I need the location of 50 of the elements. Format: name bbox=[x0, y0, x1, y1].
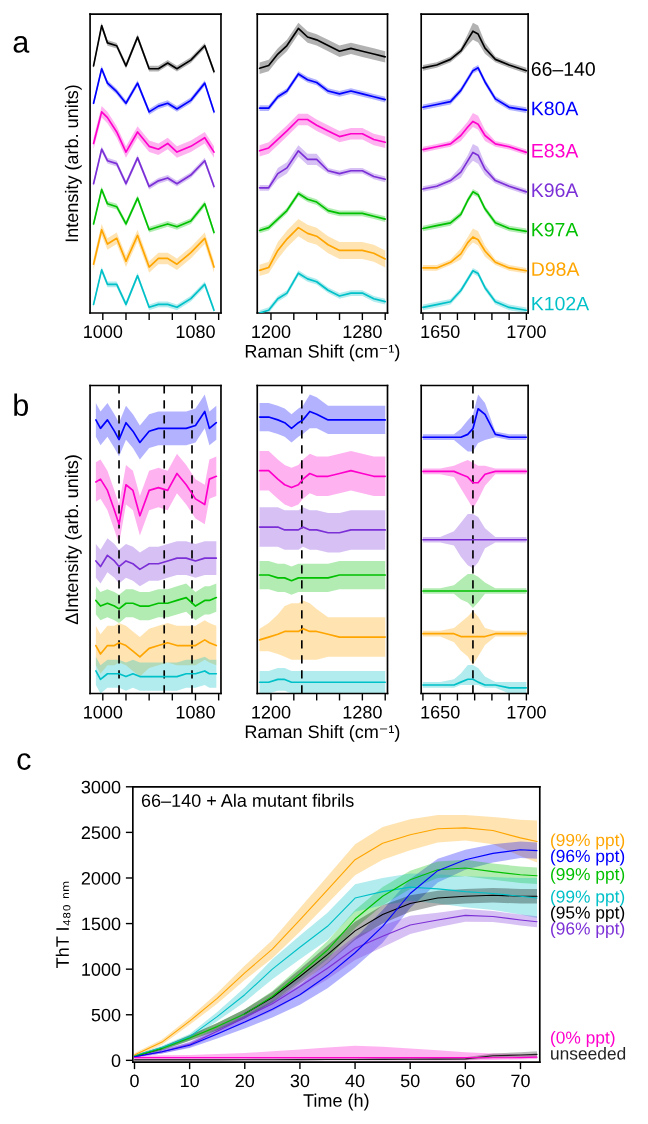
x-tick-label: 30 bbox=[290, 1074, 310, 1088]
x-axis-title: Raman Shift (cm⁻¹) bbox=[245, 724, 400, 742]
series-label: (99% ppt) bbox=[551, 833, 625, 850]
series-label: (96% ppt) bbox=[551, 849, 625, 866]
x-tick-label: 1700 bbox=[507, 705, 546, 719]
text: c bbox=[17, 753, 31, 770]
series-label: (99% ppt) bbox=[551, 867, 625, 884]
series-label: unseeded bbox=[551, 1046, 626, 1060]
x-tick-label: 1650 bbox=[421, 325, 460, 339]
x-tick-label: 1200 bbox=[252, 705, 291, 719]
y-tick-label: 2500 bbox=[81, 826, 121, 840]
series-label: 66–140 bbox=[531, 62, 595, 76]
x-tick-label: 1700 bbox=[507, 325, 546, 339]
series-label: (96% ppt) bbox=[551, 921, 625, 939]
y-tick-label: 0 bbox=[111, 1054, 121, 1068]
chart-title: 66–140 + Ala mutant fibrils bbox=[141, 793, 354, 807]
x-tick-label: 60 bbox=[456, 1074, 475, 1088]
x-tick-label: 1080 bbox=[176, 325, 215, 339]
series-label: D98A bbox=[532, 262, 580, 276]
series-label: K97A bbox=[532, 222, 579, 237]
text: a bbox=[13, 36, 30, 53]
series-label: (95% ppt) bbox=[551, 905, 625, 923]
y-tick-label: 3000 bbox=[81, 780, 121, 794]
x-tick-label: 40 bbox=[345, 1074, 365, 1088]
y-axis-title: ΔIntensity (arb. units) bbox=[64, 455, 82, 625]
y-tick-label: 1500 bbox=[82, 917, 121, 931]
x-tick-label: 1200 bbox=[252, 325, 291, 339]
series-label: K102A bbox=[532, 296, 590, 311]
x-axis-title: Raman Shift (cm⁻¹) bbox=[245, 344, 400, 362]
y-tick-label: 500 bbox=[91, 1008, 121, 1022]
x-tick-label: 0 bbox=[130, 1074, 139, 1088]
x-axis-title: Time (h) bbox=[303, 1093, 369, 1111]
series-label: K96A bbox=[532, 183, 579, 198]
series-label: E83A bbox=[532, 143, 579, 158]
y-axis-title: ThT I₄₈₀ ₙₘ bbox=[55, 881, 71, 968]
x-tick-label: 50 bbox=[400, 1074, 420, 1088]
text: b bbox=[14, 393, 29, 416]
y-axis-title: Intensity (arb. units) bbox=[64, 85, 82, 242]
series-label: (99% ppt) bbox=[551, 889, 625, 907]
x-tick-label: 70 bbox=[511, 1074, 530, 1088]
x-tick-label: 10 bbox=[180, 1074, 199, 1088]
x-tick-label: 20 bbox=[235, 1074, 255, 1088]
x-tick-label: 1280 bbox=[343, 705, 382, 719]
y-tick-label: 1000 bbox=[82, 963, 121, 976]
y-tick-label: 2000 bbox=[81, 871, 121, 885]
series-label: (0% ppt) bbox=[551, 1030, 615, 1048]
x-tick-label: 1650 bbox=[421, 705, 460, 719]
series-label: K80A bbox=[532, 101, 579, 116]
x-tick-label: 1080 bbox=[176, 705, 215, 719]
x-tick-label: 1280 bbox=[343, 325, 382, 339]
